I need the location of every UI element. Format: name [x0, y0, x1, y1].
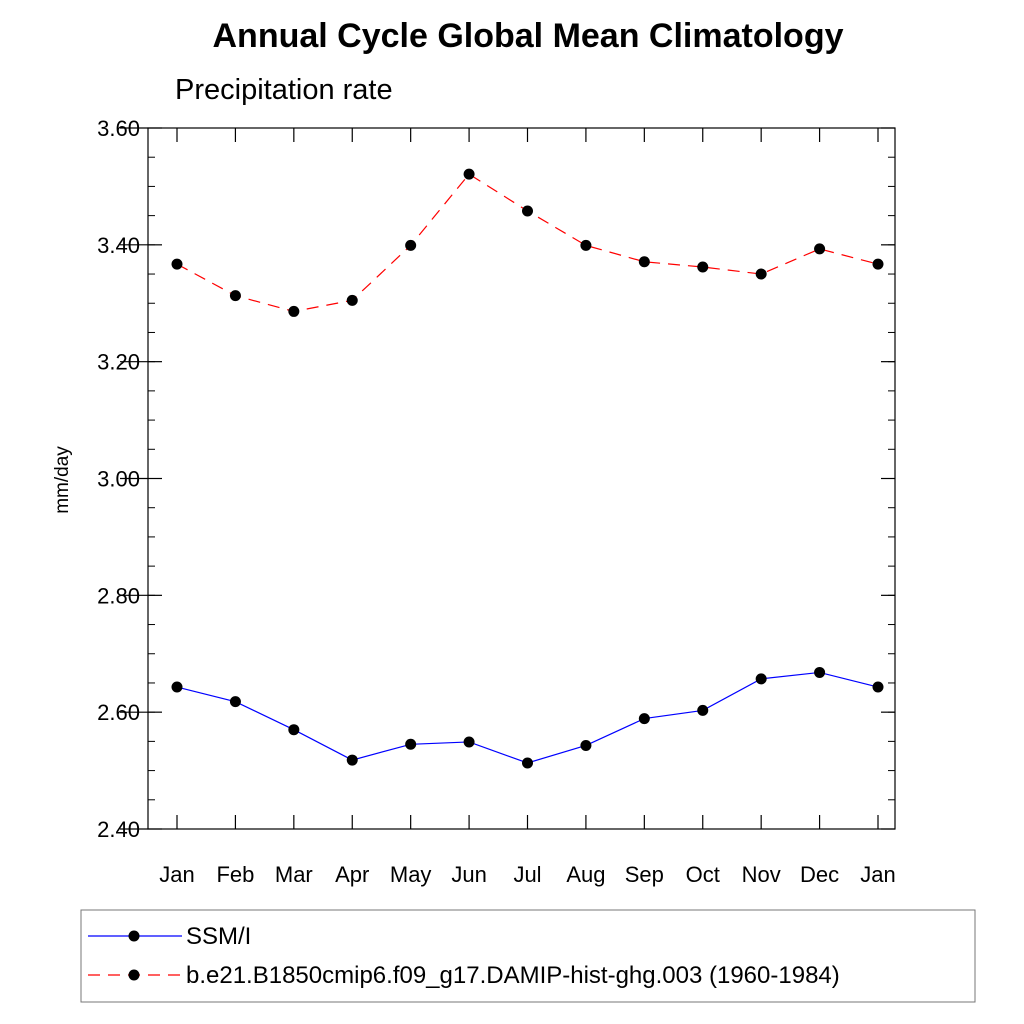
x-tick-label: Jan: [159, 862, 194, 887]
series-0-point: [580, 739, 592, 751]
y-axis-label: mm/day: [52, 446, 73, 514]
series-0-point: [346, 754, 358, 766]
series-layer: [171, 168, 884, 769]
series-1-point: [288, 305, 300, 317]
series-line-0: [176, 671, 879, 764]
legend-marker-ssmi: [128, 930, 140, 942]
y-tick-label: 3.40: [97, 233, 140, 258]
x-tick-label: Dec: [800, 862, 839, 887]
legend: SSM/I b.e21.B1850cmip6.f09_g17.DAMIP-his…: [80, 909, 976, 1003]
series-0-point: [755, 673, 767, 685]
y-tick-label: 3.20: [97, 350, 140, 375]
series-1-point: [463, 168, 475, 180]
legend-marker-model: [128, 969, 140, 981]
series-1-point: [171, 258, 183, 270]
y-tick-label: 3.60: [97, 116, 140, 141]
series-1-point: [872, 258, 884, 270]
series-1-point: [346, 294, 358, 306]
y-tick-label: 3.00: [97, 467, 140, 492]
plot-frame: [147, 127, 896, 830]
series-0-point: [288, 724, 300, 736]
x-tick-label: May: [390, 862, 432, 887]
series-0-point: [814, 666, 826, 678]
series-1-point: [580, 239, 592, 251]
legend-label-ssmi: SSM/I: [186, 923, 251, 950]
y-tick-label: 2.40: [97, 817, 140, 842]
x-tick-label: Jun: [451, 862, 486, 887]
series-0-point: [872, 681, 884, 693]
x-tick-label: Jul: [513, 862, 541, 887]
x-tick-label: Jan: [860, 862, 895, 887]
chart-title: Annual Cycle Global Mean Climatology: [213, 17, 844, 55]
chart-subtitle: Precipitation rate: [175, 74, 393, 106]
legend-box: [80, 909, 976, 1003]
x-tick-label: Nov: [742, 862, 781, 887]
series-0-point: [171, 681, 183, 693]
y-tick-label: 2.60: [97, 700, 140, 725]
series-line-1: [176, 173, 879, 313]
series-0-point: [697, 704, 709, 716]
x-tick-label: Sep: [625, 862, 664, 887]
series-0-point: [522, 757, 533, 769]
series-1-point: [638, 256, 650, 268]
series-0-point: [229, 696, 241, 708]
y-tick-label: 2.80: [97, 583, 140, 608]
x-tick-label: Oct: [686, 862, 720, 887]
series-1-point: [405, 239, 417, 251]
series-1-point: [522, 205, 533, 217]
series-0-point: [638, 713, 650, 725]
legend-label-model: b.e21.B1850cmip6.f09_g17.DAMIP-hist-ghg.…: [186, 962, 840, 989]
x-tick-label: Mar: [275, 862, 313, 887]
x-tick-label: Aug: [566, 862, 605, 887]
axis-ticks: Jan Feb Mar Apr May Jun Jul Aug Sep Oct Nov Dec Jan 2…: [97, 116, 896, 887]
series-1-point: [755, 268, 767, 280]
series-0-point: [405, 738, 417, 750]
x-tick-label: Feb: [216, 862, 254, 887]
series-1-point: [697, 261, 709, 273]
x-tick-label: Apr: [335, 862, 369, 887]
series-1-point: [814, 243, 826, 255]
series-1-point: [229, 290, 241, 302]
series-0-point: [463, 736, 475, 748]
